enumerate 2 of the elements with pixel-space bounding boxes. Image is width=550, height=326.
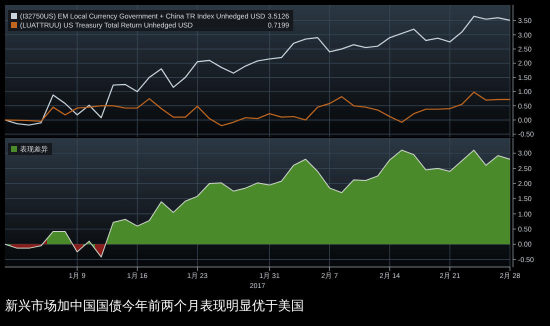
text: 新兴市场加中国国债今年前两个月表现明显优于美国	[5, 298, 304, 313]
line-series	[4, 92, 511, 126]
